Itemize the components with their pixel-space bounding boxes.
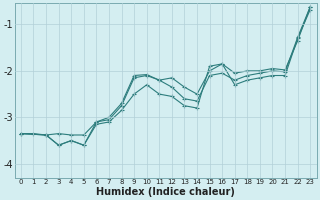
X-axis label: Humidex (Indice chaleur): Humidex (Indice chaleur)	[96, 187, 235, 197]
